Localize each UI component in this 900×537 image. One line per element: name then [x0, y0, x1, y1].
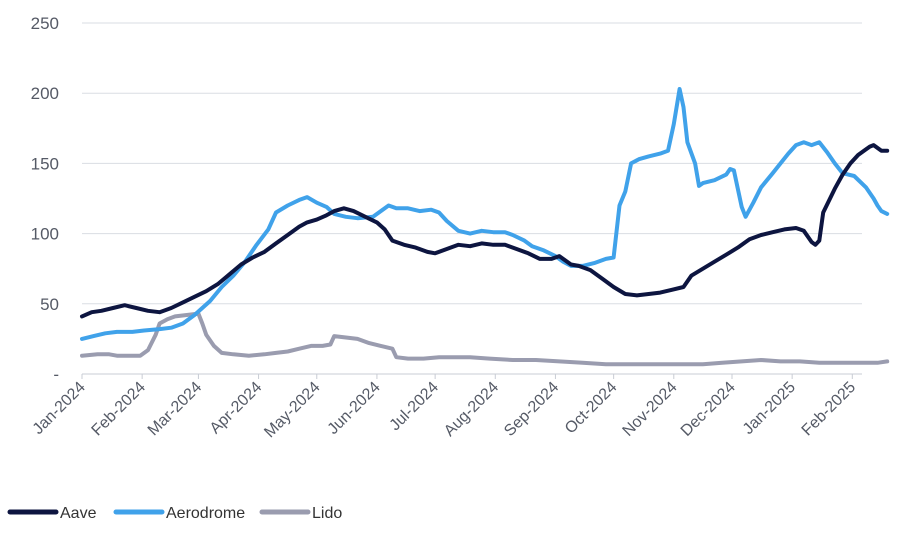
legend: Aave Aerodrome Lido: [7, 505, 342, 522]
series-line-aerodrome: [80, 87, 890, 341]
x-tick-label: Apr-2024: [207, 379, 266, 438]
y-tick-label: 50: [40, 295, 59, 314]
x-tick-label: Nov-2024: [620, 379, 681, 440]
x-tick-label: Sep-2024: [501, 379, 562, 440]
x-tick-label: May-2024: [261, 379, 323, 441]
y-axis-ticks: - 50 100 150 200 250: [31, 14, 59, 384]
gridlines: [82, 22, 862, 305]
x-tick-label: Jan-2024: [30, 379, 89, 438]
y-tick-label: 100: [31, 225, 59, 244]
x-tick-label: Mar-2024: [145, 379, 206, 440]
x-tick-label: Jul-2024: [387, 379, 442, 434]
x-tick-label: Dec-2024: [678, 379, 739, 440]
x-tick-label: Feb-2025: [799, 379, 860, 440]
series-line-aave: [80, 143, 890, 319]
y-tick-label: -: [53, 365, 59, 384]
series-line-lido: [80, 311, 890, 367]
y-tick-label: 250: [31, 14, 59, 33]
y-tick-label: 150: [31, 154, 59, 173]
x-tick-label: Aug-2024: [441, 379, 502, 440]
y-tick-label: 200: [31, 84, 59, 103]
legend-label-aave: Aave: [60, 505, 97, 522]
legend-label-lido: Lido: [312, 505, 342, 522]
x-tick-label: Jan-2025: [740, 379, 799, 438]
x-tick-label: Oct-2024: [562, 379, 621, 438]
x-tick-label: Jun-2024: [325, 379, 384, 438]
series-lines: [80, 87, 890, 367]
x-tick-label: Feb-2024: [89, 379, 150, 440]
legend-label-aerodrome: Aerodrome: [166, 505, 245, 522]
